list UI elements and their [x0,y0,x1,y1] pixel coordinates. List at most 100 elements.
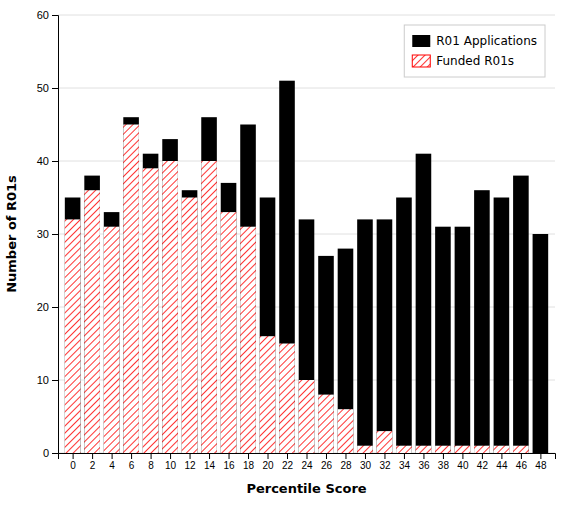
bar [416,446,432,453]
tick: 16 [223,453,235,471]
bar [299,219,315,453]
tick-label: 22 [282,460,294,471]
tick-mark [131,453,132,459]
legend-item: Funded R01s [412,54,514,68]
bar [494,198,510,454]
bar [318,256,334,453]
tick: 24 [301,453,313,471]
tick-mark [52,234,58,235]
tick: 4 [109,453,115,471]
bar [533,453,549,454]
tick-label: 60 [37,9,49,21]
tick-mark [345,453,346,459]
tick: 18 [243,453,255,471]
chart: 0246810121416182022242628303234363840424… [0,0,570,505]
tick: 14 [204,453,216,471]
bar [357,446,373,453]
bar [396,198,412,454]
tick-mark [112,453,113,459]
tick-mark [443,453,444,459]
legend-swatch [412,55,430,67]
tick-mark [52,453,58,454]
tick-label: 32 [379,460,391,471]
tick-mark [52,307,58,308]
tick-mark [501,453,502,459]
tick-label: 18 [243,460,255,471]
bar [201,117,217,453]
tick: 30 [37,228,58,240]
tick: 26 [321,453,333,471]
legend-item: R01 Applications [412,34,537,48]
tick-mark [462,453,463,459]
tick-label: 46 [516,460,528,471]
tick-mark [307,453,308,459]
legend-label: R01 Applications [436,34,537,48]
tick-mark [209,453,210,459]
tick-label: 14 [204,460,216,471]
grid [58,15,555,453]
tick-mark [151,453,152,459]
tick: 46 [516,453,528,471]
bar [279,81,295,453]
tick-label: 4 [109,460,115,471]
axis-line [52,16,59,454]
tick-label: 16 [223,460,235,471]
y-axis: 0102030405060 [37,9,59,459]
tick: 42 [477,453,489,471]
tick-label: 20 [262,460,274,471]
bar [84,190,100,453]
bar [65,198,81,454]
tick: 28 [340,453,352,471]
tick-mark [52,161,58,162]
tick-mark [404,453,405,459]
tick-mark [73,453,74,459]
tick: 30 [360,453,372,471]
bar [435,446,451,453]
tick-label: 36 [418,460,430,471]
tick-label: 8 [148,460,154,471]
tick-label: 38 [438,460,450,471]
tick-label: 50 [37,82,49,94]
tick: 10 [37,374,58,386]
x-axis-title: Percentile Score [246,481,366,496]
tick-mark [540,453,541,459]
bar [377,431,393,453]
bar [162,139,178,453]
tick-label: 24 [301,460,313,471]
tick: 60 [37,9,58,21]
y-axis-title: Number of R01s [4,175,19,293]
bar [474,446,490,453]
tick: 20 [262,453,274,471]
x-axis: 0246810121416182022242628303234363840424… [59,453,556,471]
bar [104,212,120,453]
tick: 12 [184,453,196,471]
axis-line [59,454,556,460]
tick-mark [52,380,58,381]
tick: 38 [438,453,450,471]
bar [260,198,276,454]
tick: 0 [70,453,76,471]
tick-mark [326,453,327,459]
series [65,81,548,453]
bar [357,219,373,453]
tick-label: 44 [496,460,508,471]
tick-label: 26 [321,460,333,471]
bar [104,227,120,453]
tick: 48 [535,453,547,471]
tick: 0 [43,447,58,459]
bar [182,198,198,454]
bar [182,190,198,453]
grid-line [58,88,555,89]
tick: 6 [129,453,135,471]
tick: 40 [457,453,469,471]
tick-label: 0 [43,447,49,459]
bar [377,219,393,453]
tick-label: 34 [399,460,411,471]
bar [240,125,256,454]
tick-label: 20 [37,301,49,313]
bar [84,176,100,453]
tick-mark [248,453,249,459]
tick-mark [384,453,385,459]
tick: 10 [165,453,177,471]
bar [279,344,295,454]
